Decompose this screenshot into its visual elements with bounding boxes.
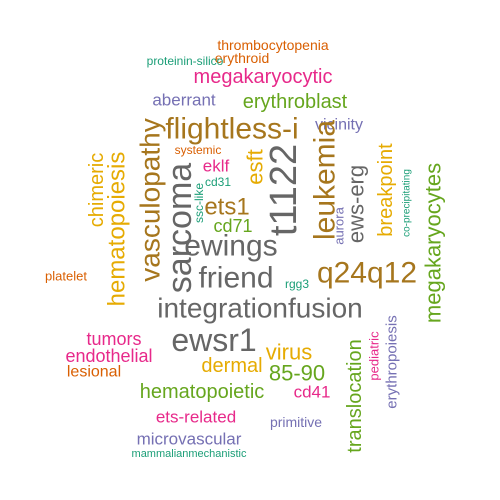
word-platelet: platelet [45, 269, 87, 284]
word-85-90: 85-90 [269, 361, 325, 386]
word-systemic: systemic [175, 143, 222, 157]
word-co-precipitating: co-precipitating [402, 169, 413, 237]
word-ssc-like: ssc-like [192, 183, 206, 223]
word-vicinity: vicinity [315, 117, 363, 134]
word-cd71: cd71 [213, 216, 252, 236]
word-ewings: ewings [184, 230, 277, 263]
word-esft: esft [243, 149, 268, 184]
word-chimeric: chimeric [86, 153, 108, 227]
word-erythroid: erythroid [215, 50, 269, 66]
word-leukemia: leukemia [309, 120, 342, 240]
word-ewsr1: ewsr1 [171, 322, 256, 358]
word-mammalianmechanistic: mammalianmechanistic [132, 448, 247, 460]
word-thrombocytopenia: thrombocytopenia [217, 37, 329, 53]
word-pediatric: pediatric [367, 331, 382, 381]
word-endothelial: endothelial [65, 346, 152, 366]
word-megakaryocytic: megakaryocytic [194, 66, 333, 88]
word-proteinin-silico: proteinin-silico [147, 54, 224, 68]
word-integrationfusion: integrationfusion [157, 293, 362, 324]
word-hematopoietic: hematopoietic [140, 381, 265, 403]
word-dermal: dermal [201, 355, 262, 377]
word-ets1: ets1 [204, 194, 249, 221]
word-erythropoiesis: erythropoiesis [384, 315, 401, 408]
word-t1122: t1122 [263, 144, 305, 236]
word-cd31: cd31 [205, 175, 231, 189]
word-vasculopathy: vasculopathy [135, 118, 166, 281]
word-rgg3: rgg3 [285, 277, 309, 291]
word-ews-erg: ews-erg [344, 165, 369, 243]
word-eklf: eklf [203, 157, 230, 176]
word-sarcoma: sarcoma [161, 163, 199, 293]
word-aurora: aurora [332, 206, 347, 244]
word-lesional: lesional [67, 364, 121, 381]
word-tumors: tumors [86, 329, 141, 349]
word-flightless-i: flightless-i [165, 113, 298, 146]
word-ets-related: ets-related [156, 408, 236, 427]
word-hematopoiesis: hematopoiesis [104, 152, 131, 307]
word-q24q12: q24q12 [317, 257, 417, 290]
word-cd41: cd41 [294, 383, 331, 402]
word-erythroblast: erythroblast [243, 91, 348, 113]
word-friend: friend [198, 262, 273, 295]
word-microvascular: microvascular [137, 430, 242, 449]
word-translocation: translocation [344, 339, 366, 452]
word-virus: virus [266, 340, 312, 365]
word-breakpoint: breakpoint [375, 143, 397, 237]
word-primitive: primitive [270, 414, 322, 430]
word-aberrant: aberrant [152, 91, 216, 110]
word-megakaryocytes: megakaryocytes [421, 163, 446, 323]
